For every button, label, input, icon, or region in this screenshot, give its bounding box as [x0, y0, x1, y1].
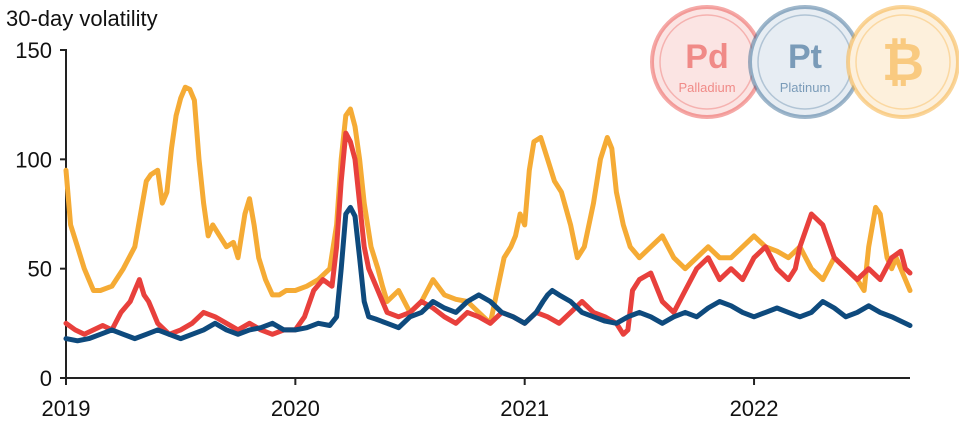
series-line-1	[63, 130, 913, 337]
y-tick-label: 100	[15, 147, 52, 172]
x-tick-label: 2019	[42, 396, 91, 421]
bitcoin-badge-ring	[846, 5, 959, 119]
legend-item-bitcoin: ₿	[846, 5, 959, 119]
palladium-symbol: Pd	[685, 38, 728, 76]
bitcoin-badge-inner	[855, 14, 951, 110]
y-axis-title: 30-day volatility	[6, 6, 158, 31]
platinum-label: Platinum	[780, 80, 831, 95]
y-tick-label: 0	[40, 366, 52, 391]
series-line-2	[63, 204, 913, 344]
x-tick-label: 2020	[271, 396, 320, 421]
x-tick-label: 2021	[500, 396, 549, 421]
legend-item-platinum: Pt Platinum	[748, 5, 862, 119]
platinum-symbol: Pt	[788, 38, 822, 76]
legend-item-palladium: Pd Palladium	[650, 5, 764, 119]
y-tick-label: 150	[15, 38, 52, 63]
bitcoin-icon: ₿	[882, 34, 924, 92]
y-tick-label: 50	[28, 257, 52, 282]
series-lines	[63, 84, 913, 344]
x-tick-label: 2022	[730, 396, 779, 421]
palladium-label: Palladium	[678, 80, 735, 95]
series-line-0	[63, 84, 913, 326]
legend: Pd Palladium Pt Platinum ₿	[650, 5, 959, 119]
